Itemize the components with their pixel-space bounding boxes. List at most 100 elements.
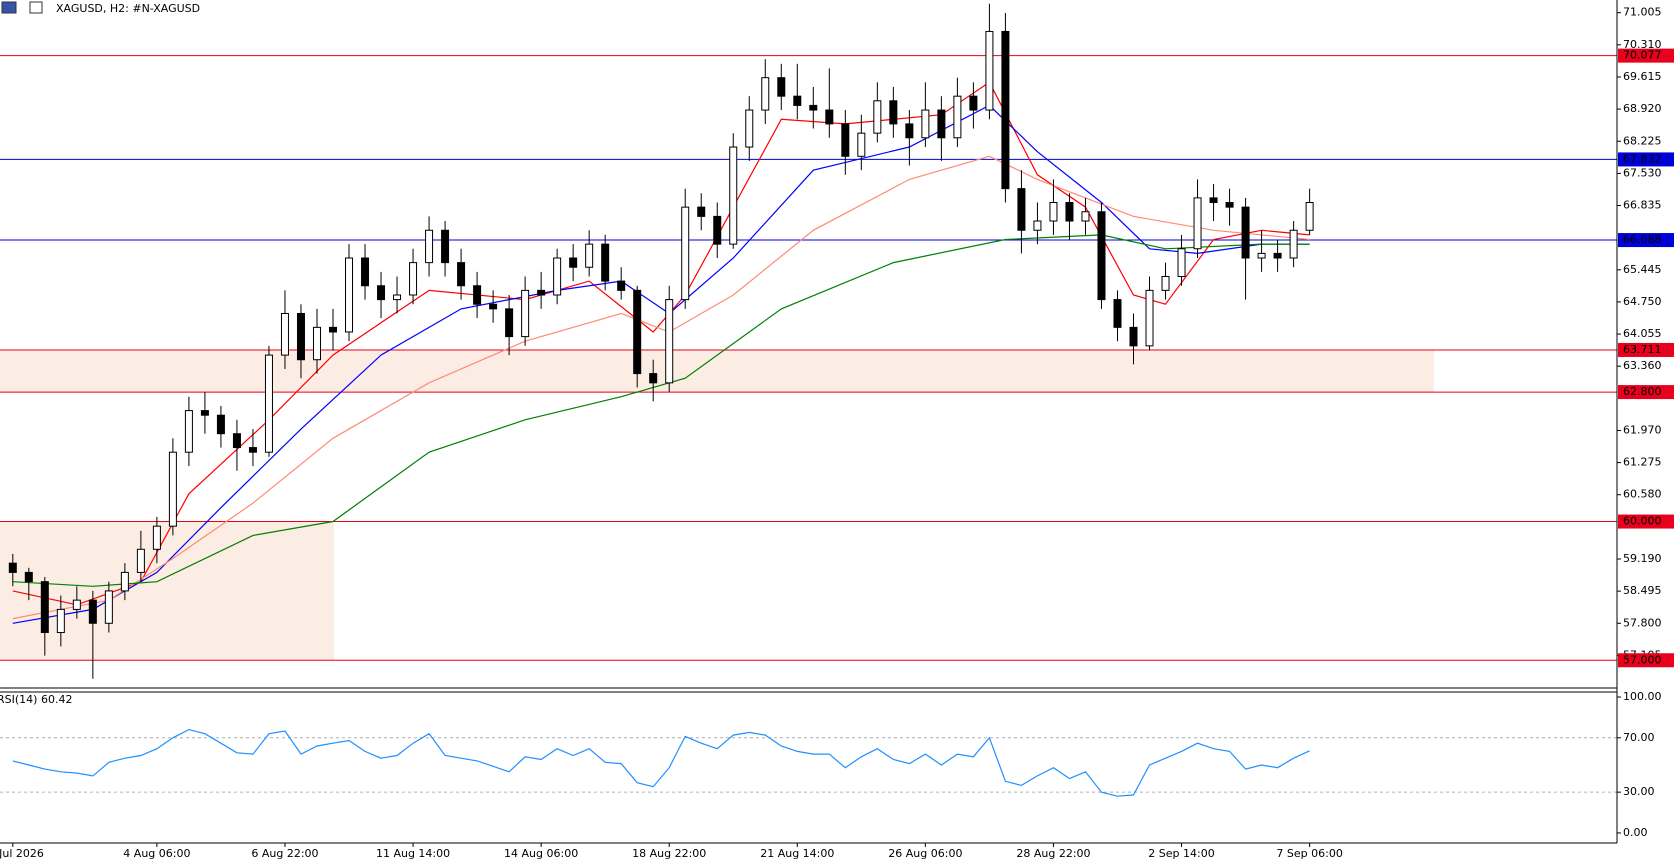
- chart-icon[interactable]: [29, 1, 43, 14]
- candle-body: [793, 95, 802, 106]
- candle-body: [489, 303, 498, 310]
- candle-body: [825, 109, 834, 125]
- x-tick-label: 7 Sep 06:00: [1276, 847, 1342, 860]
- rsi-tick-label: 70.00: [1623, 731, 1655, 744]
- candle-body: [1065, 202, 1074, 222]
- y-tick-label: 68.920: [1623, 102, 1662, 115]
- candle-body: [1289, 229, 1298, 259]
- candle-body: [1129, 326, 1138, 347]
- rsi-tick-label: 0.00: [1623, 826, 1648, 839]
- level-tag: [1618, 385, 1674, 400]
- candle-body: [1097, 211, 1106, 301]
- candle-body: [345, 257, 354, 333]
- y-tick-label: 60.580: [1623, 488, 1662, 501]
- candle-body: [120, 571, 129, 592]
- candle-body: [361, 257, 370, 287]
- candle-body: [585, 243, 594, 268]
- level-tag: [1618, 48, 1674, 63]
- candle-body: [312, 326, 321, 361]
- chart-title: XAGUSD, H2: #N-XAGUSD: [56, 2, 200, 15]
- candle-body: [1113, 299, 1122, 328]
- candle-body: [88, 599, 97, 624]
- candle-body: [777, 77, 786, 97]
- candle-body: [1017, 188, 1026, 231]
- candle-body: [601, 243, 610, 282]
- rsi-value: 60.42: [41, 693, 73, 706]
- candle-body: [969, 95, 978, 111]
- candle-body: [1193, 197, 1202, 250]
- y-tick-label: 64.750: [1623, 295, 1662, 308]
- candle-body: [921, 109, 930, 139]
- level-tag: [1618, 514, 1674, 529]
- candle-body: [505, 308, 514, 338]
- moving-average: [12, 104, 1310, 624]
- x-tick-label: 21 Aug 14:00: [760, 847, 834, 860]
- candle-body: [1241, 206, 1250, 259]
- candle-body: [873, 100, 882, 134]
- y-tick-label: 69.615: [1623, 70, 1662, 83]
- candle-body: [1177, 248, 1186, 277]
- x-tick-label: 28 Aug 22:00: [1016, 847, 1090, 860]
- y-tick-label: 67.530: [1623, 166, 1662, 179]
- candle-body: [633, 289, 642, 375]
- y-tick-label: 64.055: [1623, 327, 1662, 340]
- candle-body: [457, 262, 466, 287]
- candle-body: [329, 326, 337, 333]
- menu-icon[interactable]: [1, 1, 17, 14]
- candle-body: [168, 451, 177, 527]
- x-tick-label: 6 Aug 22:00: [251, 847, 318, 860]
- candle-body: [1161, 275, 1170, 291]
- rsi-tick-label: 30.00: [1623, 785, 1655, 798]
- candle-body: [152, 525, 161, 550]
- level-tag: [1618, 152, 1674, 167]
- candle-body: [232, 433, 241, 449]
- candle-body: [1209, 197, 1218, 204]
- candle-body: [841, 123, 850, 157]
- y-tick-label: 59.190: [1623, 552, 1662, 565]
- candle-body: [649, 373, 658, 384]
- level-label: 62.800: [1623, 385, 1662, 398]
- zones: [0, 349, 1434, 661]
- y-tick-label: 66.835: [1623, 199, 1662, 212]
- rsi-name: RSI(14): [0, 693, 37, 706]
- y-tick-label: 71.005: [1623, 6, 1662, 19]
- candle-body: [264, 354, 273, 453]
- candle-body: [569, 257, 578, 268]
- candle-body: [184, 410, 193, 453]
- level-tag: [1618, 342, 1674, 357]
- candle-body: [72, 599, 81, 610]
- rsi-label: RSI(14) 60.42: [0, 693, 72, 706]
- candle-body: [1145, 289, 1154, 347]
- x-tick-label: 4 Aug 06:00: [123, 847, 190, 860]
- candle-body: [8, 562, 17, 573]
- candle-body: [745, 109, 754, 148]
- x-tick-label: 30 Jul 2026: [0, 847, 44, 860]
- candle-body: [889, 100, 898, 125]
- y-tick-label: 61.970: [1623, 423, 1662, 436]
- candle-body: [761, 77, 770, 111]
- candle-body: [216, 414, 225, 435]
- level-label: 63.711: [1623, 343, 1662, 356]
- zone: [0, 349, 1434, 393]
- y-tick-label: 61.275: [1623, 456, 1662, 469]
- candle-body: [280, 312, 289, 356]
- candle-body: [937, 109, 946, 139]
- candle-body: [681, 206, 690, 301]
- x-tick-label: 2 Sep 14:00: [1148, 847, 1214, 860]
- level-label: 66.088: [1623, 233, 1662, 246]
- candle-body: [409, 262, 418, 296]
- level-label: 67.832: [1623, 152, 1662, 165]
- candle-body: [1001, 30, 1010, 190]
- candle-body: [296, 312, 305, 361]
- y-tick-label: 58.495: [1623, 584, 1662, 597]
- candle-body: [24, 571, 33, 583]
- candle-body: [521, 289, 530, 338]
- candle-body: [40, 581, 49, 634]
- candle-body: [136, 548, 145, 573]
- rsi-line: [12, 728, 1310, 797]
- rsi-tick-label: 100.00: [1623, 690, 1662, 703]
- candle-body: [713, 215, 722, 245]
- level-tag: [1618, 653, 1674, 668]
